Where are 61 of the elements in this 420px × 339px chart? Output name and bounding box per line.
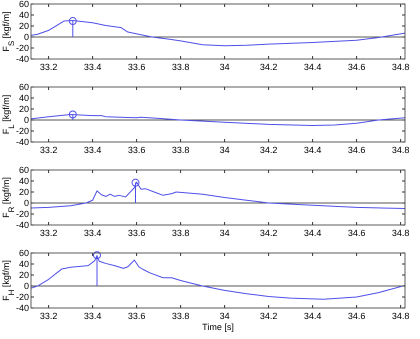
y-tick-label: -40	[16, 54, 29, 64]
x-tick-label: 34.6	[348, 228, 366, 238]
y-tick-label: 60	[18, 0, 29, 10]
x-tick-label: 33.2	[40, 311, 58, 321]
x-axis-title: Time [s]	[202, 322, 234, 332]
x-tick-label: 33.4	[84, 145, 102, 155]
y-tick-label: 60	[18, 248, 29, 258]
x-tick-label: 33.4	[84, 311, 102, 321]
x-tick-label: 34	[220, 62, 230, 72]
x-tick-label: 34.2	[260, 228, 278, 238]
y-tick-label: 20	[18, 21, 29, 32]
y-tick-label: 0	[24, 198, 29, 208]
x-tick-label: 33.6	[128, 311, 146, 321]
x-tick-label: 33.2	[40, 228, 58, 238]
x-tick-label: 33.6	[128, 228, 146, 238]
y-tick-label: 60	[18, 165, 29, 176]
y-tick-label: -40	[16, 137, 29, 148]
x-tick-label: 33.8	[172, 62, 190, 72]
y-tick-label: 40	[18, 10, 29, 20]
x-tick-label: 34.6	[348, 145, 366, 155]
y-tick-label: -20	[16, 209, 29, 220]
x-tick-label: 34	[220, 311, 230, 321]
y-tick-label: 20	[18, 104, 29, 114]
x-tick-label: 34	[220, 145, 230, 155]
x-tick-label: 34.6	[348, 311, 366, 321]
y-tick-label: 20	[18, 270, 29, 280]
x-tick-label: 34.8	[392, 311, 410, 321]
x-tick-label: 34.8	[392, 228, 410, 238]
y-tick-label: 0	[24, 32, 29, 42]
x-tick-label: 34.4	[304, 62, 322, 72]
x-tick-label: 33.6	[128, 145, 146, 155]
x-tick-label: 34.6	[348, 62, 366, 72]
x-tick-label: 33.8	[172, 311, 190, 321]
y-tick-label: 20	[18, 187, 29, 198]
x-tick-label: 33.8	[172, 145, 190, 155]
x-tick-label: 34.2	[260, 145, 278, 155]
x-tick-label: 33.4	[84, 62, 102, 72]
y-tick-label: 40	[18, 259, 29, 270]
y-tick-label: -40	[16, 303, 29, 314]
x-tick-label: 34.8	[392, 145, 410, 155]
y-tick-label: -20	[16, 43, 29, 54]
y-tick-label: 60	[18, 82, 29, 92]
x-tick-label: 33.8	[172, 228, 190, 238]
x-tick-label: 34.8	[392, 62, 410, 72]
x-tick-label: 34.4	[304, 311, 322, 321]
y-tick-label: -20	[16, 126, 29, 136]
x-tick-label: 33.2	[40, 145, 58, 155]
y-tick-label: -40	[16, 220, 29, 230]
x-tick-label: 34.2	[260, 311, 278, 321]
x-tick-label: 33.2	[40, 62, 58, 72]
x-tick-label: 34.2	[260, 62, 278, 72]
y-tick-label: 40	[18, 176, 29, 186]
x-tick-label: 34.4	[304, 228, 322, 238]
y-tick-label: 0	[24, 115, 29, 126]
y-tick-label: 0	[24, 281, 29, 292]
x-tick-label: 33.6	[128, 62, 146, 72]
y-tick-label: -20	[16, 292, 29, 302]
y-tick-label: 40	[18, 93, 29, 104]
x-tick-label: 34	[220, 228, 230, 238]
x-tick-label: 34.4	[304, 145, 322, 155]
x-tick-label: 33.4	[84, 228, 102, 238]
